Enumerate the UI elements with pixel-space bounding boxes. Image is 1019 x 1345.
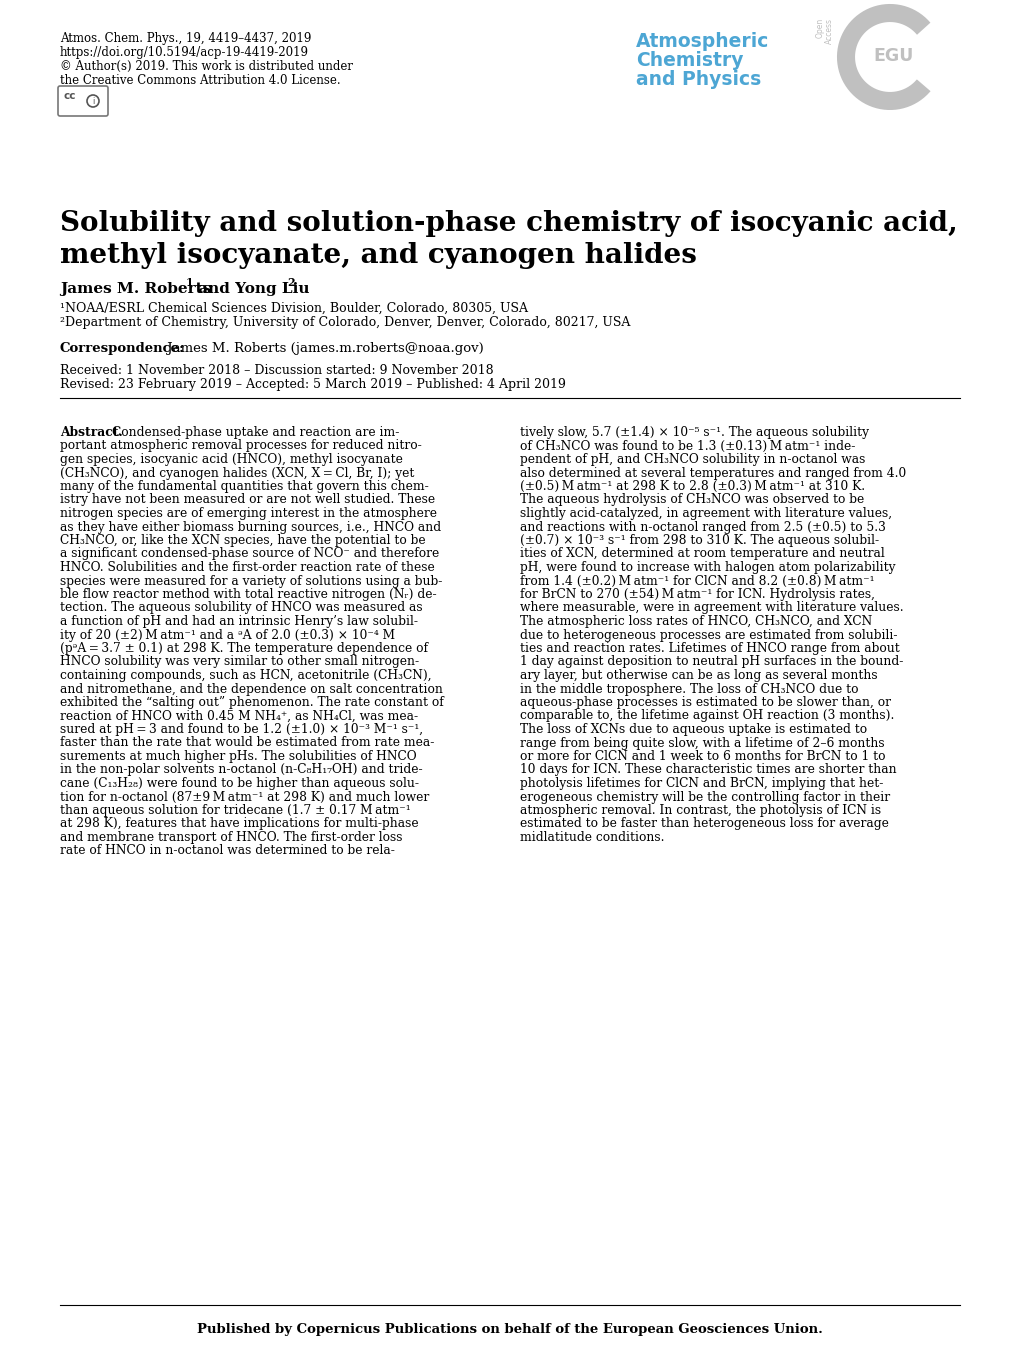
Text: pendent of pH, and CH₃NCO solubility in n-octanol was: pendent of pH, and CH₃NCO solubility in … (520, 453, 864, 465)
Text: Access: Access (823, 17, 833, 44)
Text: HNCO solubility was very similar to other small nitrogen-: HNCO solubility was very similar to othe… (60, 655, 419, 668)
Text: Atmos. Chem. Phys., 19, 4419–4437, 2019: Atmos. Chem. Phys., 19, 4419–4437, 2019 (60, 32, 311, 44)
Text: estimated to be faster than heterogeneous loss for average: estimated to be faster than heterogeneou… (520, 818, 888, 830)
Text: than aqueous solution for tridecane (1.7 ± 0.17 M atm⁻¹: than aqueous solution for tridecane (1.7… (60, 804, 411, 816)
Text: Abstract.: Abstract. (60, 426, 122, 438)
Text: ary layer, but otherwise can be as long as several months: ary layer, but otherwise can be as long … (520, 668, 876, 682)
Text: erogeneous chemistry will be the controlling factor in their: erogeneous chemistry will be the control… (520, 791, 890, 803)
Text: James M. Roberts: James M. Roberts (60, 282, 211, 296)
Text: ties and reaction rates. Lifetimes of HNCO range from about: ties and reaction rates. Lifetimes of HN… (520, 642, 899, 655)
Text: ble flow reactor method with total reactive nitrogen (Nᵣ) de-: ble flow reactor method with total react… (60, 588, 436, 601)
Text: HNCO. Solubilities and the first-order reaction rate of these: HNCO. Solubilities and the first-order r… (60, 561, 434, 574)
Text: and reactions with n-octanol ranged from 2.5 (±0.5) to 5.3: and reactions with n-octanol ranged from… (520, 521, 886, 534)
Text: portant atmospheric removal processes for reduced nitro-: portant atmospheric removal processes fo… (60, 440, 421, 452)
Text: ity of 20 (±2) M atm⁻¹ and a ᵊA of 2.0 (±0.3) × 10⁻⁴ M: ity of 20 (±2) M atm⁻¹ and a ᵊA of 2.0 (… (60, 628, 394, 642)
Text: photolysis lifetimes for ClCN and BrCN, implying that het-: photolysis lifetimes for ClCN and BrCN, … (520, 777, 882, 790)
FancyBboxPatch shape (58, 86, 108, 116)
Text: range from being quite slow, with a lifetime of 2–6 months: range from being quite slow, with a life… (520, 737, 883, 749)
Text: surements at much higher pHs. The solubilities of HNCO: surements at much higher pHs. The solubi… (60, 751, 416, 763)
Text: 2: 2 (286, 277, 294, 288)
Text: faster than the rate that would be estimated from rate mea-: faster than the rate that would be estim… (60, 737, 434, 749)
Text: from 1.4 (±0.2) M atm⁻¹ for ClCN and 8.2 (±0.8) M atm⁻¹: from 1.4 (±0.2) M atm⁻¹ for ClCN and 8.2… (520, 574, 873, 588)
Text: ¹NOAA/ESRL Chemical Sciences Division, Boulder, Colorado, 80305, USA: ¹NOAA/ESRL Chemical Sciences Division, B… (60, 303, 528, 315)
Text: nitrogen species are of emerging interest in the atmosphere: nitrogen species are of emerging interes… (60, 507, 436, 521)
Text: 10 days for ICN. These characteristic times are shorter than: 10 days for ICN. These characteristic ti… (520, 764, 896, 776)
Text: due to heterogeneous processes are estimated from solubili-: due to heterogeneous processes are estim… (520, 628, 897, 642)
Text: Correspondence:: Correspondence: (60, 342, 184, 355)
Text: CH₃NCO, or, like the XCN species, have the potential to be: CH₃NCO, or, like the XCN species, have t… (60, 534, 425, 547)
Text: species were measured for a variety of solutions using a bub-: species were measured for a variety of s… (60, 574, 442, 588)
Text: methyl isocyanate, and cyanogen halides: methyl isocyanate, and cyanogen halides (60, 242, 696, 269)
Text: where measurable, were in agreement with literature values.: where measurable, were in agreement with… (520, 601, 903, 615)
Text: at 298 K), features that have implications for multi-phase: at 298 K), features that have implicatio… (60, 818, 418, 830)
Text: a significant condensed-phase source of NCO⁻ and therefore: a significant condensed-phase source of … (60, 547, 439, 561)
Text: rate of HNCO in n-octanol was determined to be rela-: rate of HNCO in n-octanol was determined… (60, 845, 394, 858)
Text: Condensed-phase uptake and reaction are im-: Condensed-phase uptake and reaction are … (112, 426, 399, 438)
Text: cane (C₁₃H₂₈) were found to be higher than aqueous solu-: cane (C₁₃H₂₈) were found to be higher th… (60, 777, 419, 790)
Text: as they have either biomass burning sources, i.e., HNCO and: as they have either biomass burning sour… (60, 521, 440, 534)
Text: ities of XCN, determined at room temperature and neutral: ities of XCN, determined at room tempera… (520, 547, 883, 561)
Text: Chemistry: Chemistry (636, 51, 743, 70)
Text: reaction of HNCO with 0.45 M NH₄⁺, as NH₄Cl, was mea-: reaction of HNCO with 0.45 M NH₄⁺, as NH… (60, 710, 418, 722)
Text: cc: cc (64, 91, 76, 101)
Text: tection. The aqueous solubility of HNCO was measured as: tection. The aqueous solubility of HNCO … (60, 601, 422, 615)
Text: (pᵊA = 3.7 ± 0.1) at 298 K. The temperature dependence of: (pᵊA = 3.7 ± 0.1) at 298 K. The temperat… (60, 642, 428, 655)
Text: slightly acid-catalyzed, in agreement with literature values,: slightly acid-catalyzed, in agreement wi… (520, 507, 892, 521)
Text: ²Department of Chemistry, University of Colorado, Denver, Denver, Colorado, 8021: ²Department of Chemistry, University of … (60, 316, 630, 330)
Text: Revised: 23 February 2019 – Accepted: 5 March 2019 – Published: 4 April 2019: Revised: 23 February 2019 – Accepted: 5 … (60, 378, 566, 391)
Text: (±0.5) M atm⁻¹ at 298 K to 2.8 (±0.3) M atm⁻¹ at 310 K.: (±0.5) M atm⁻¹ at 298 K to 2.8 (±0.3) M … (520, 480, 864, 494)
Text: the Creative Commons Attribution 4.0 License.: the Creative Commons Attribution 4.0 Lic… (60, 74, 340, 87)
Text: many of the fundamental quantities that govern this chem-: many of the fundamental quantities that … (60, 480, 428, 494)
Text: © Author(s) 2019. This work is distributed under: © Author(s) 2019. This work is distribut… (60, 61, 353, 73)
Text: comparable to, the lifetime against OH reaction (3 months).: comparable to, the lifetime against OH r… (520, 710, 894, 722)
Text: containing compounds, such as HCN, acetonitrile (CH₃CN),: containing compounds, such as HCN, aceto… (60, 668, 431, 682)
Text: sured at pH = 3 and found to be 1.2 (±1.0) × 10⁻³ M⁻¹ s⁻¹,: sured at pH = 3 and found to be 1.2 (±1.… (60, 724, 423, 736)
Text: https://doi.org/10.5194/acp-19-4419-2019: https://doi.org/10.5194/acp-19-4419-2019 (60, 46, 309, 59)
Text: Atmospheric: Atmospheric (636, 32, 768, 51)
Text: a function of pH and had an intrinsic Henry’s law solubil-: a function of pH and had an intrinsic He… (60, 615, 418, 628)
Text: i: i (92, 97, 94, 105)
Text: and nitromethane, and the dependence on salt concentration: and nitromethane, and the dependence on … (60, 682, 442, 695)
Text: tion for n-octanol (87±9 M atm⁻¹ at 298 K) and much lower: tion for n-octanol (87±9 M atm⁻¹ at 298 … (60, 791, 429, 803)
Text: The loss of XCNs due to aqueous uptake is estimated to: The loss of XCNs due to aqueous uptake i… (520, 724, 866, 736)
Text: aqueous-phase processes is estimated to be slower than, or: aqueous-phase processes is estimated to … (520, 695, 891, 709)
Text: and membrane transport of HNCO. The first-order loss: and membrane transport of HNCO. The firs… (60, 831, 403, 845)
Text: 1 day against deposition to neutral pH surfaces in the bound-: 1 day against deposition to neutral pH s… (520, 655, 903, 668)
Text: (±0.7) × 10⁻³ s⁻¹ from 298 to 310 K. The aqueous solubil-: (±0.7) × 10⁻³ s⁻¹ from 298 to 310 K. The… (520, 534, 878, 547)
Text: gen species, isocyanic acid (HNCO), methyl isocyanate: gen species, isocyanic acid (HNCO), meth… (60, 453, 403, 465)
Text: The aqueous hydrolysis of CH₃NCO was observed to be: The aqueous hydrolysis of CH₃NCO was obs… (520, 494, 863, 507)
Text: in the middle troposphere. The loss of CH₃NCO due to: in the middle troposphere. The loss of C… (520, 682, 858, 695)
Text: Received: 1 November 2018 – Discussion started: 9 November 2018: Received: 1 November 2018 – Discussion s… (60, 364, 493, 377)
Text: and Physics: and Physics (636, 70, 760, 89)
Text: tively slow, 5.7 (±1.4) × 10⁻⁵ s⁻¹. The aqueous solubility: tively slow, 5.7 (±1.4) × 10⁻⁵ s⁻¹. The … (520, 426, 868, 438)
Text: or more for ClCN and 1 week to 6 months for BrCN to 1 to: or more for ClCN and 1 week to 6 months … (520, 751, 884, 763)
Text: James M. Roberts (james.m.roberts@noaa.gov): James M. Roberts (james.m.roberts@noaa.g… (163, 342, 483, 355)
Text: EGU: EGU (873, 47, 913, 65)
Text: midlatitude conditions.: midlatitude conditions. (520, 831, 663, 845)
Text: istry have not been measured or are not well studied. These: istry have not been measured or are not … (60, 494, 435, 507)
Text: 1: 1 (185, 277, 194, 288)
Text: atmospheric removal. In contrast, the photolysis of ICN is: atmospheric removal. In contrast, the ph… (520, 804, 880, 816)
Text: exhibited the “salting out” phenomenon. The rate constant of: exhibited the “salting out” phenomenon. … (60, 695, 443, 709)
Text: Published by Copernicus Publications on behalf of the European Geosciences Union: Published by Copernicus Publications on … (197, 1323, 822, 1336)
Text: and Yong Liu: and Yong Liu (193, 282, 309, 296)
Text: also determined at several temperatures and ranged from 4.0: also determined at several temperatures … (520, 467, 905, 480)
Text: (CH₃NCO), and cyanogen halides (XCN, X = Cl, Br, I); yet: (CH₃NCO), and cyanogen halides (XCN, X =… (60, 467, 414, 480)
Text: Solubility and solution-phase chemistry of isocyanic acid,: Solubility and solution-phase chemistry … (60, 210, 957, 237)
Text: of CH₃NCO was found to be 1.3 (±0.13) M atm⁻¹ inde-: of CH₃NCO was found to be 1.3 (±0.13) M … (520, 440, 855, 452)
Text: for BrCN to 270 (±54) M atm⁻¹ for ICN. Hydrolysis rates,: for BrCN to 270 (±54) M atm⁻¹ for ICN. H… (520, 588, 874, 601)
Text: in the non-polar solvents n-octanol (n-C₈H₁₇OH) and tride-: in the non-polar solvents n-octanol (n-C… (60, 764, 422, 776)
Text: The atmospheric loss rates of HNCO, CH₃NCO, and XCN: The atmospheric loss rates of HNCO, CH₃N… (520, 615, 871, 628)
Text: pH, were found to increase with halogen atom polarizability: pH, were found to increase with halogen … (520, 561, 895, 574)
Text: Open: Open (815, 17, 823, 38)
